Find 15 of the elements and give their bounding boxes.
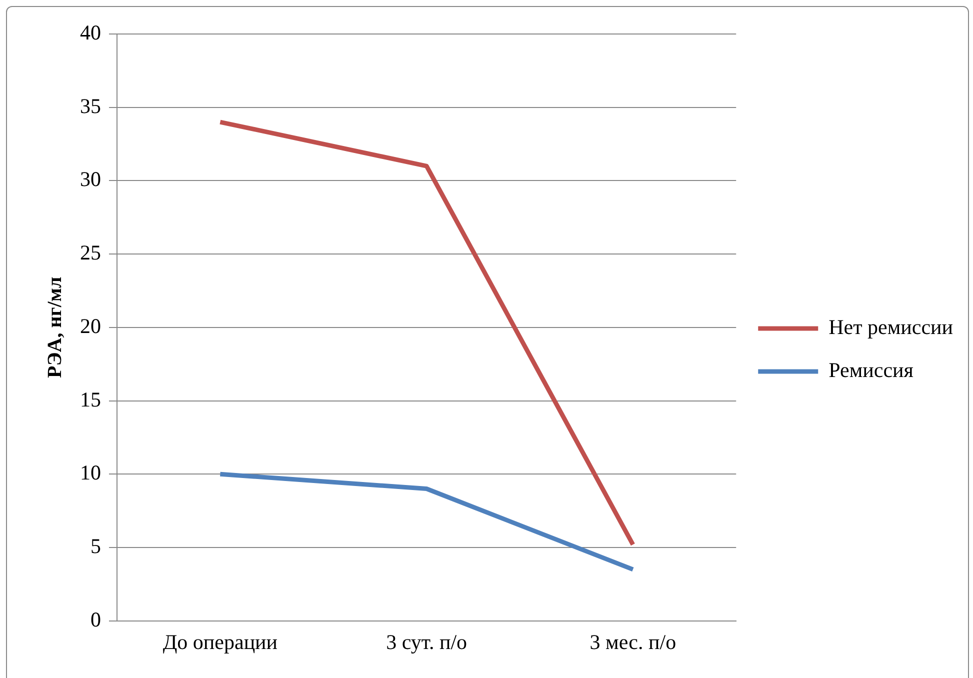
legend-label: Ремиссия [828, 358, 914, 382]
legend-label: Нет ремиссии [828, 315, 954, 340]
x-tick-label: До операции [162, 630, 278, 654]
y-tick-label: 25 [80, 240, 101, 265]
y-tick-label: 15 [80, 387, 101, 412]
y-tick-label: 35 [80, 94, 101, 118]
x-tick-label: 3 сут. п/о [386, 630, 468, 654]
y-tick-label: 0 [90, 607, 101, 632]
y-tick-label: 10 [80, 460, 101, 485]
x-tick-label: 3 мес. п/о [590, 630, 676, 654]
y-tick-label: 40 [80, 20, 101, 45]
y-tick-label: 20 [80, 314, 101, 338]
y-tick-label: 30 [80, 167, 101, 192]
y-axis-title: РЭА, нг/мл [44, 276, 66, 378]
y-tick-label: 5 [90, 534, 101, 558]
